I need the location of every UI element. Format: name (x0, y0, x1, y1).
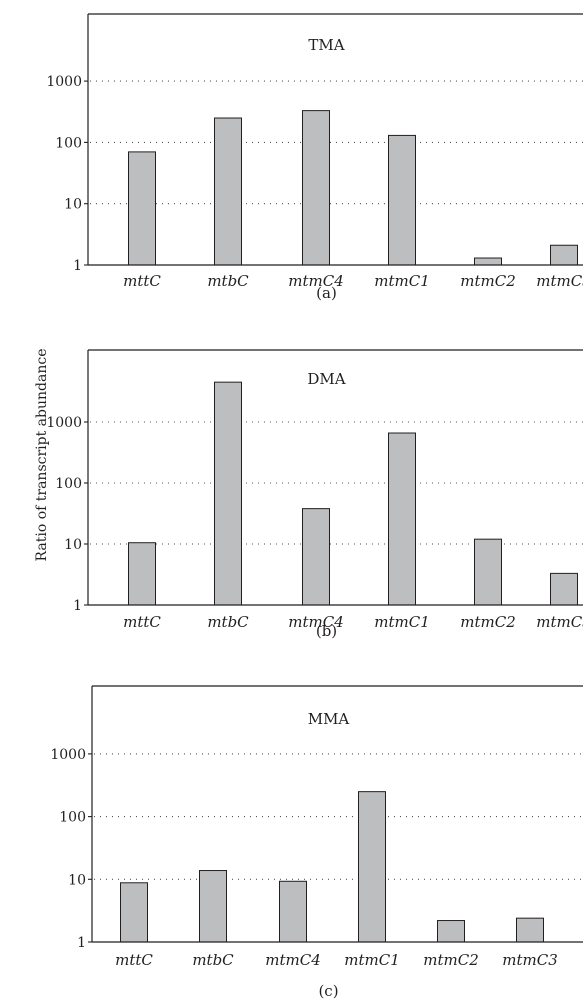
x-tick-label: mtmC3 (536, 272, 583, 290)
bar-mtbc (214, 117, 242, 266)
bar-mtmc4 (302, 110, 330, 266)
bar-mtbc (199, 870, 227, 943)
y-tick-label: 1000 (50, 747, 86, 763)
x-tick-label: mtmC1 (374, 613, 430, 631)
y-tick-label: 1000 (46, 415, 82, 431)
x-tick-label: mtmC2 (423, 951, 479, 969)
bar-mtmc1 (388, 134, 416, 266)
x-tick-label: mttC (123, 272, 161, 290)
bar-mtmc2 (437, 920, 465, 943)
y-tick-label: 1000 (46, 74, 82, 90)
x-tick-label: mtmC3 (502, 951, 558, 969)
y-tick-label: 1 (73, 598, 82, 614)
x-tick-label: mtmC1 (344, 951, 400, 969)
x-tick-label: mtmC4 (265, 951, 321, 969)
bar-mtmc2 (474, 257, 502, 266)
bar-mtmc4 (302, 508, 330, 606)
bar-mtbc (214, 381, 242, 606)
x-tick-label: mtmC4 (288, 613, 344, 631)
y-axis-label: Ratio of transcript abundance (34, 349, 50, 562)
bar-mtmc4 (279, 880, 307, 943)
x-tick-label: mttC (123, 613, 161, 631)
y-tick-label: 100 (55, 476, 82, 492)
x-tick-label: mtmC3 (536, 613, 583, 631)
bar-mtmc3 (550, 244, 578, 266)
x-tick-label: mtmC2 (460, 613, 516, 631)
bar-mttc (128, 542, 156, 606)
x-tick-label: mtbC (207, 272, 249, 290)
x-tick-label: mtbC (207, 613, 249, 631)
y-tick-label: 100 (55, 135, 82, 151)
panel-caption: (a) (316, 284, 337, 302)
x-tick-label: mtmC2 (460, 272, 516, 290)
y-tick-label: 100 (59, 810, 86, 826)
panel-title: TMA (308, 36, 344, 54)
chart-panel-dma: 1 10 100 1000 mttC mtbC mtmC4 mtmC1 mtmC2 mtmC3 DM… (46, 349, 583, 640)
bar-mtmc1 (358, 791, 386, 943)
y-tick-label: 10 (64, 197, 82, 213)
y-tick-label: 10 (64, 537, 82, 553)
x-tick-label: mtmC4 (288, 272, 344, 290)
panel-caption: (c) (318, 982, 338, 1000)
bar-mttc (120, 882, 148, 943)
x-tick-label: mtmC1 (374, 272, 430, 290)
bar-mtmc2 (474, 538, 502, 606)
y-tick-label: 1 (73, 258, 82, 274)
panel-title: DMA (307, 370, 345, 388)
y-tick-label: 1 (77, 935, 86, 951)
bar-mttc (128, 151, 156, 266)
chart-panels: 1 10 100 1000 mttC mtbC mtmC4 mtmC1 mtmC2 mtmC3 TM… (46, 13, 583, 1000)
chart-panel-tma: 1 10 100 1000 mttC mtbC mtmC4 mtmC1 mtmC2 mtmC3 TM… (46, 13, 583, 302)
bar-mtmc3 (516, 917, 544, 943)
x-tick-label: mttC (115, 951, 153, 969)
panel-caption: (b) (316, 622, 337, 640)
bar-mtmc3 (550, 572, 578, 606)
bar-mtmc1 (388, 432, 416, 606)
y-tick-label: 10 (68, 872, 86, 888)
x-tick-label: mtbC (192, 951, 234, 969)
panel-title: MMA (308, 710, 350, 728)
chart-panel-mma: 1 10 100 1000 mttC mtbC mtmC4 mtmC1 mtmC2 mtmC3 MM… (50, 685, 583, 1000)
